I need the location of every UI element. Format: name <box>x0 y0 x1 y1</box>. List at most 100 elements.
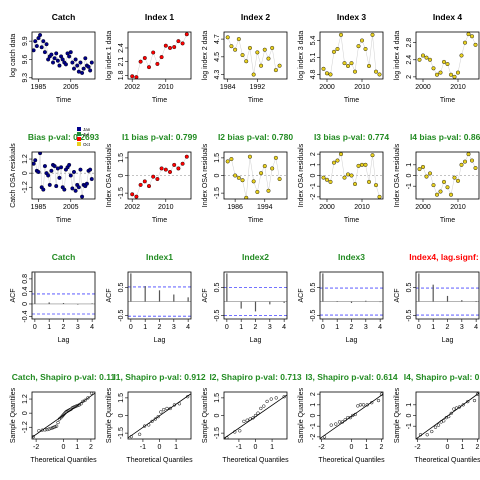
qq-catch-y-tick-label: -1.2 <box>22 421 29 433</box>
data-index4-x-tick-label: 2000 <box>415 84 431 91</box>
resid-catch-point <box>49 168 54 173</box>
acf-index4-title: Index4, lag.signf: 1 <box>409 252 480 262</box>
acf-catch-x-tick-label: 1 <box>47 324 51 331</box>
resid-index3-y-tick-label: -1 <box>310 183 317 189</box>
qq-index4-point <box>436 423 441 427</box>
data-index2-plot-area <box>225 35 282 77</box>
data-index1-point <box>155 61 160 66</box>
qq-index2-x-tick-label: 0 <box>254 444 258 451</box>
qq-index3-title: I3, Shapiro p-val: 0.614 <box>305 372 397 382</box>
resid-index3-point <box>328 179 333 184</box>
panel-grid: Catch 1985 2005 9.3 9.6 9.9 Time log catch data… <box>10 12 480 464</box>
data-index1-frame <box>127 31 192 80</box>
resid-catch-y-tick-label: -1.2 <box>22 181 29 193</box>
acf-index1-x-tick-label: 1 <box>143 324 147 331</box>
acf-index1-y-tick-label: 0.5 <box>118 283 125 293</box>
resid-index1-plot-area <box>128 154 191 199</box>
qq-index3-point <box>358 403 363 407</box>
resid-catch-point <box>32 161 36 166</box>
resid-index1-point <box>180 161 185 166</box>
legend-swatch <box>77 132 81 136</box>
data-index1-point <box>184 32 189 37</box>
data-catch-point <box>38 33 43 38</box>
qq-index4-x-label: Theoretical Quantiles <box>414 457 480 464</box>
data-index2-point <box>233 47 238 52</box>
acf-index3-title: Index3 <box>338 252 365 262</box>
qq-index3-point <box>346 415 350 420</box>
acf-index1-plot-area <box>128 273 191 317</box>
qq-catch-point <box>86 396 90 400</box>
resid-index4-y-tick-label: 1 <box>406 163 413 167</box>
qq-index3-x-label: Theoretical Quantiles <box>318 457 385 464</box>
resid-index3-point <box>356 163 361 168</box>
qq-index4-y-tick-label: 1 <box>406 403 413 407</box>
qq-catch-title: Catch, Shapiro p-val: 0.11 <box>12 372 116 382</box>
qq-catch-qq-line <box>32 392 95 438</box>
data-catch-point <box>52 56 57 61</box>
resid-catch-y-tick-label: 0 <box>22 171 29 175</box>
data-index3-point <box>356 44 361 49</box>
data-index2-point <box>251 72 256 77</box>
resid-index2-x-tick-label: 1994 <box>257 204 273 211</box>
legend-swatch <box>77 127 81 131</box>
data-index4-x-label: Time <box>440 97 455 104</box>
data-index3-point <box>353 69 358 74</box>
qq-index3-plot-area <box>320 392 383 439</box>
resid-index3-point <box>374 183 379 188</box>
qq-catch-point <box>37 429 41 433</box>
qq-index4-plot-area <box>416 392 479 439</box>
data-index2-point <box>277 63 282 68</box>
qq-index4-point <box>447 414 451 419</box>
data-index4-point <box>463 40 468 45</box>
qq-index1-point <box>153 417 158 421</box>
data-index4-plot-area <box>417 32 478 79</box>
resid-catch-point <box>80 194 85 199</box>
acf-index4-x-tick-label: 4 <box>474 324 478 331</box>
resid-catch-point <box>89 177 94 182</box>
qq-index2-point <box>238 429 242 433</box>
qq-index2-point <box>245 418 249 422</box>
qq-catch-x-tick-label: 1 <box>75 444 79 451</box>
acf-index3-y-tick-label: 0.5 <box>310 283 317 293</box>
qq-index4-point <box>430 429 434 434</box>
resid-index2-y-tick-label: 0 <box>214 173 221 177</box>
resid-catch-point <box>52 164 57 169</box>
data-catch-point <box>46 57 51 62</box>
data-index1-x-label: Time <box>152 97 167 104</box>
acf-index3-x-tick-label: 1 <box>335 324 339 331</box>
data-catch-point <box>34 44 39 49</box>
qq-index2-point <box>248 417 252 421</box>
resid-index4-y-tick-label: -1 <box>406 183 413 189</box>
qq-index1-plot-area <box>128 393 191 439</box>
acf-index2-x-tick-label: 0 <box>225 324 229 331</box>
qq-index2-point <box>242 419 246 424</box>
data-index2-x-tick-label: 1984 <box>220 84 236 91</box>
acf-index2-y-tick-label: 0.5 <box>214 283 221 293</box>
qq-index2-title: I2, Shapiro p-val: 0.713 <box>209 372 301 382</box>
data-catch-y-tick-label: 9.3 <box>22 73 29 83</box>
qq-index4-point <box>472 398 477 403</box>
resid-index3-point <box>321 175 326 180</box>
resid-index1-point <box>184 154 189 159</box>
data-index1-point <box>151 50 156 55</box>
qq-index3-point <box>337 420 342 424</box>
data-index1-point <box>134 75 139 79</box>
qq-index2-point <box>282 395 286 399</box>
qq-index1-point <box>150 419 154 424</box>
qq-index4-point <box>466 399 470 404</box>
resid-index4-point <box>438 189 443 194</box>
data-index1-point <box>130 74 135 79</box>
data-catch-point <box>32 48 36 53</box>
resid-index4-x-label: Time <box>440 217 455 224</box>
data-catch-title: Catch <box>52 12 76 22</box>
qq-index4-x-tick-label: 0 <box>446 444 450 451</box>
acf-index3-y-tick-label: -0.5 <box>310 309 317 321</box>
resid-index3-panel: I3 bias p-val: 0.774 2000 2010 -2 -1 0 1 2 Time I… <box>298 132 389 224</box>
data-index2-y-tick-label: 4.5 <box>214 52 221 62</box>
qq-catch-point <box>83 398 87 402</box>
resid-index4-x-tick-label: 2010 <box>450 204 466 211</box>
data-index2-point <box>229 44 234 49</box>
data-catch-point <box>89 60 94 65</box>
data-index2-y-tick-label: 4.7 <box>214 34 221 44</box>
acf-catch-y-tick-label: 0.4 <box>22 286 29 296</box>
